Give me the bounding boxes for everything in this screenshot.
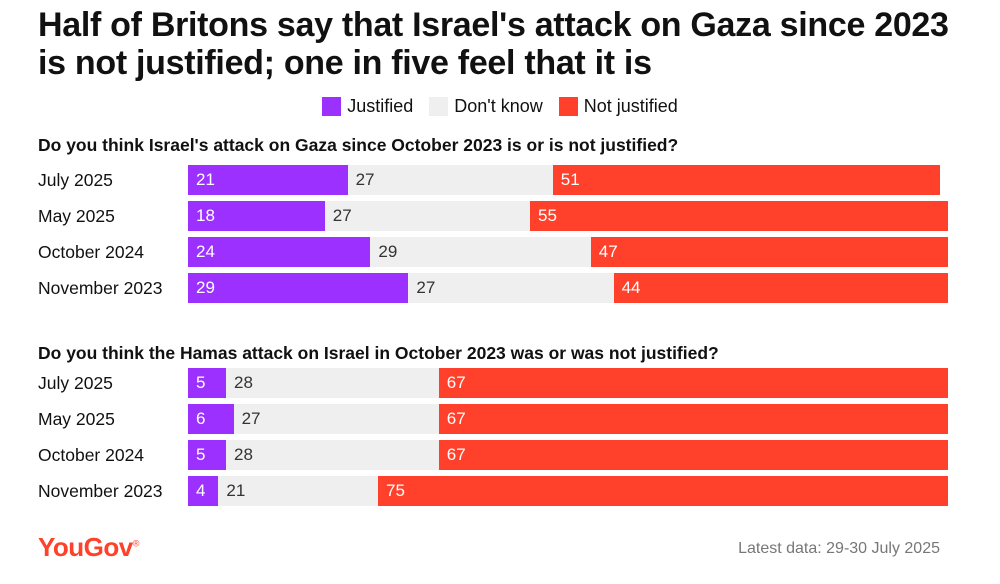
bar-justified	[188, 237, 371, 267]
bar-dont-know	[347, 165, 553, 195]
bar-justified	[188, 273, 409, 303]
footer-latest-data: Latest data: 29-30 July 2025	[738, 540, 940, 557]
legend-swatch-not-justified	[558, 96, 578, 116]
data-label-not-justified: 67	[446, 409, 466, 428]
data-label-justified: 24	[196, 242, 215, 261]
bar-justified	[188, 201, 325, 231]
row-label: May 2025	[38, 409, 115, 429]
bar-justified	[188, 440, 226, 470]
row-label: July 2025	[38, 170, 113, 190]
bar-justified	[188, 165, 348, 195]
legend-item-dont-know: Don't know	[429, 95, 543, 117]
data-label-dont-know: 27	[241, 409, 261, 428]
bar-justified	[188, 368, 226, 398]
data-label-justified: 4	[196, 481, 206, 500]
data-label-not-justified: 67	[446, 445, 466, 464]
row-label: July 2025	[38, 373, 113, 393]
data-label-dont-know: 27	[355, 170, 375, 189]
row-label: October 2024	[38, 242, 145, 262]
data-label-dont-know: 28	[234, 445, 253, 464]
bar-dont-know	[218, 476, 378, 506]
question-gaza: Do you think Israel's attack on Gaza sin…	[38, 135, 679, 155]
bar-dont-know	[226, 440, 439, 470]
row-label: October 2024	[38, 445, 145, 465]
legend-item-justified: Justified	[322, 96, 413, 117]
bar-justified	[188, 476, 219, 506]
data-label-dont-know: 27	[416, 278, 436, 297]
legend-label-dont-know: Don't know	[454, 95, 543, 116]
data-label-justified: 29	[196, 278, 215, 297]
bar-not-justified	[438, 440, 948, 470]
row-label: May 2025	[38, 206, 115, 226]
bar-dont-know	[370, 237, 591, 267]
bar-not-justified	[613, 273, 948, 303]
data-label-not-justified: 67	[446, 373, 466, 392]
bar-not-justified	[378, 476, 948, 506]
data-label-justified: 21	[196, 170, 215, 189]
data-label-not-justified: 44	[621, 278, 641, 297]
legend: Justified Don't know Not justified	[0, 95, 1000, 117]
row-label: November 2023	[38, 481, 163, 501]
chart-title: Half of Britons say that Israel's attack…	[38, 6, 949, 82]
bar-dont-know	[408, 273, 614, 303]
bar-dont-know	[226, 368, 439, 398]
bar-not-justified	[438, 404, 948, 434]
data-label-not-justified: 75	[386, 481, 405, 500]
bar-not-justified	[530, 201, 948, 231]
data-label-justified: 6	[196, 409, 206, 428]
bar-not-justified	[438, 368, 948, 398]
bar-dont-know	[233, 404, 439, 434]
data-label-not-justified: 51	[560, 170, 580, 189]
data-label-dont-know: 21	[226, 481, 246, 500]
question-hamas: Do you think the Hamas attack on Israel …	[38, 343, 719, 363]
legend-swatch-dont-know	[429, 96, 449, 116]
data-label-justified: 5	[196, 445, 206, 464]
legend-label-justified: Justified	[347, 95, 414, 116]
data-label-not-justified: 47	[598, 242, 618, 261]
data-label-dont-know: 29	[378, 242, 398, 261]
legend-item-not-justified: Not justified	[558, 95, 678, 117]
data-label-not-justified: 55	[538, 206, 557, 225]
legend-swatch-justified	[322, 96, 342, 116]
data-label-dont-know: 27	[332, 206, 352, 225]
data-label-justified: 5	[196, 373, 206, 392]
bar-justified	[188, 404, 234, 434]
row-label: November 2023	[38, 278, 163, 298]
legend-label-not-justified: Not justified	[583, 95, 678, 116]
bar-not-justified	[552, 165, 941, 195]
bar-dont-know	[324, 201, 530, 231]
bar-not-justified	[590, 237, 948, 267]
data-label-dont-know: 28	[234, 373, 253, 392]
data-label-justified: 18	[196, 206, 215, 225]
yougov-logo: YouGov®	[38, 532, 139, 562]
